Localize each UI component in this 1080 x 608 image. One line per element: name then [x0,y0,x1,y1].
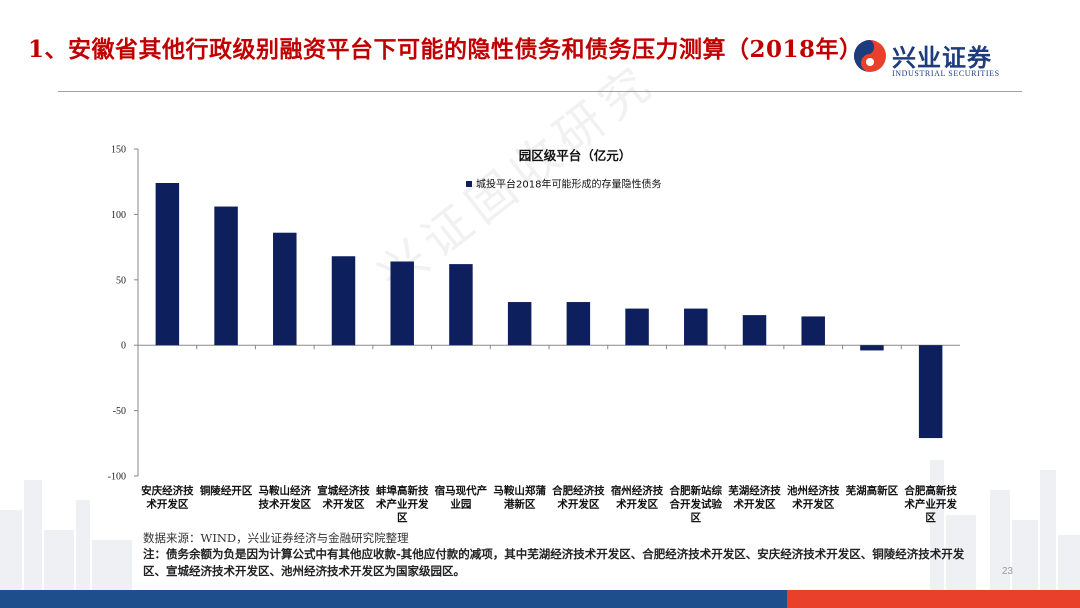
x-category-label: 芜湖高新区 [846,484,899,497]
x-category-label-line: 区 [397,512,408,524]
x-category-label: 宿马现代产业园 [435,484,488,511]
bar [625,308,649,346]
bar [507,302,532,346]
x-category-label-line: 术开发区 [615,498,658,511]
skyline-background-illustration [0,460,1080,590]
x-category-label-line: 合肥高新技 [903,484,957,497]
company-logo-icon [854,40,886,72]
footer-band-blue [0,590,787,608]
x-category-label-line: 合肥新站综 [669,484,723,497]
x-category-label-line: 芜湖高新区 [846,484,899,497]
bar [918,345,943,439]
x-category-label: 宣城经济技术开发区 [317,484,370,511]
x-category-label: 铜陵经开区 [200,484,253,497]
legend-label: 城投平台2018年可能形成的存量隐性债务 [476,178,661,191]
x-category-label-line: 技术开发区 [259,498,312,511]
x-category-label: 马鞍山郑蒲港新区 [493,484,546,511]
data-source-note: 数据来源：WIND，兴业证券经济与金融研究院整理 [143,531,409,545]
footer-band-red [787,590,1080,608]
x-category-label: 池州经济技术开发区 [787,484,840,511]
x-category-label-line: 术产业开发 [903,498,957,511]
legend-swatch [466,181,472,187]
x-category-label-line: 港新区 [504,498,536,511]
x-category-label-line: 合肥经济技 [551,484,605,497]
x-category-label-line: 芜湖经济技 [728,484,781,497]
y-tick-label: 150 [111,145,126,156]
y-tick-label: 100 [111,210,126,221]
bar [860,345,884,351]
y-tick-label: -100 [108,472,126,483]
bar [390,261,414,346]
page-title: 1、安徽省其他行政级别融资平台下可能的隐性债务和债务压力测算（2018年） [28,36,863,63]
x-category-label: 蚌埠高新技术产业开发区 [375,484,429,524]
chart-legend: 城投平台2018年可能形成的存量隐性债务 [466,178,661,191]
x-category-label-line: 宣城经济技 [317,484,370,497]
chart-title: 园区级平台（亿元） [519,148,632,163]
x-category-label: 芜湖经济技术开发区 [728,484,781,511]
x-category-label-line: 区 [691,512,702,524]
company-logo-english-name: INDUSTRIAL SECURITIES [892,69,1000,78]
page-number: 23 [1001,566,1013,577]
x-category-label-line: 术开发区 [791,498,834,511]
company-logo: 兴业证券 INDUSTRIAL SECURITIES [852,36,1022,82]
x-category-label: 合肥新站综合开发试验区 [669,484,723,524]
x-category-label-line: 术开发区 [145,498,188,511]
company-logo-name: 兴业证券 [892,44,992,72]
x-category-label: 宿州经济技术开发区 [611,484,664,511]
bar [331,256,356,346]
x-category-label-line: 术开发区 [322,498,365,511]
x-category-label-line: 宿州经济技 [611,484,664,497]
bar [214,206,238,346]
x-category-label-line: 池州经济技 [787,484,840,497]
bar [742,315,767,346]
bar [273,232,297,346]
x-category-label-line: 术产业开发 [375,498,429,511]
x-category-label-line: 马鞍山郑蒲 [493,484,546,497]
bar [155,183,180,346]
x-category-label-line: 术开发区 [556,498,599,511]
x-category-label-line: 宿马现代产 [435,484,488,497]
x-category-label: 安庆经济技术开发区 [141,484,194,511]
footnote: 注：债务余额为负是因为计算公式中有其他应收款-其他应付款的减项，其中芜湖经济技术… [143,547,965,578]
y-tick-label: 0 [121,341,126,352]
bar [801,316,825,346]
x-category-label: 马鞍山经济技术开发区 [259,484,312,511]
x-category-label: 合肥高新技术产业开发区 [903,484,957,524]
bar [449,264,473,346]
x-category-label-line: 蚌埠高新技 [376,484,429,497]
y-tick-label: -50 [113,406,126,417]
y-tick-label: 50 [116,275,126,286]
x-category-label-line: 合开发试验 [669,498,723,511]
x-category-label-line: 安庆经济技 [141,484,194,497]
x-category-label-line: 业园 [450,498,471,511]
x-category-label-line: 区 [925,512,936,524]
bar [566,302,591,346]
x-category-label-line: 铜陵经开区 [200,484,253,497]
x-category-label: 合肥经济技术开发区 [551,484,605,511]
bar [684,308,708,346]
header-divider [58,91,1022,92]
x-category-label-line: 马鞍山经济 [259,484,312,497]
x-category-label-line: 术开发区 [733,498,776,511]
